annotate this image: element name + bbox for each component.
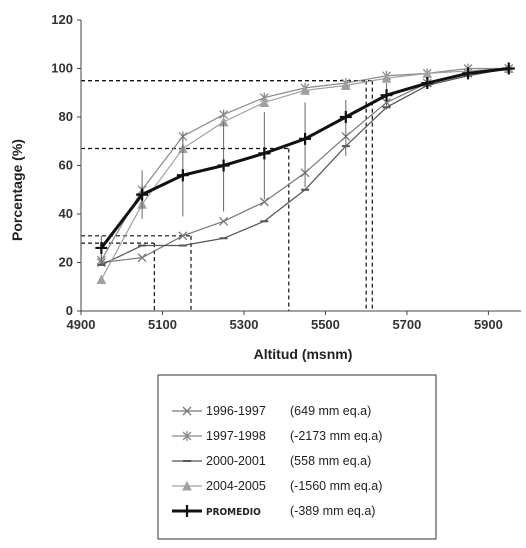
data-point: [219, 216, 229, 226]
legend-item: 1997-1998 (-2173 mm eq.a): [172, 429, 382, 443]
data-point: [299, 132, 312, 145]
data-point: [96, 274, 107, 284]
x-tick-label: 5500: [311, 317, 340, 332]
legend-label: 1996-1997: [206, 404, 266, 418]
x-tick-label: 5700: [392, 317, 421, 332]
y-tick-label: 0: [66, 303, 73, 318]
x-tick-label: 4900: [67, 317, 96, 332]
series-PROMEDIO: [95, 62, 515, 265]
data-point: [502, 62, 515, 75]
data-point: [341, 80, 351, 90]
y-tick-label: 40: [59, 206, 73, 221]
y-tick-label: 20: [59, 255, 73, 270]
data-point: [182, 480, 192, 491]
x-tick-label: 5300: [230, 317, 259, 332]
legend-note: (-2173 mm eq.a): [290, 429, 382, 443]
legend-item: PROMEDIO (-389 mm eq.a): [172, 504, 375, 518]
legend-note: (649 mm eq.a): [290, 404, 371, 418]
legend-label: 1997-1998: [206, 429, 266, 443]
data-point: [95, 241, 108, 254]
axes: [77, 19, 521, 315]
data-point: [181, 505, 193, 517]
legend-item: 2004-2005 (-1560 mm eq.a): [172, 479, 382, 493]
data-point: [381, 73, 392, 83]
legend-item: 2000-2001 (558 mm eq.a): [172, 454, 371, 468]
legend-note: (558 mm eq.a): [290, 454, 371, 468]
data-point: [178, 231, 188, 241]
data-point: [176, 169, 189, 182]
series-2004-2005: [96, 63, 514, 284]
legend-label: 2004-2005: [206, 479, 266, 493]
data-point: [259, 197, 269, 207]
x-tick-label: 5900: [474, 317, 503, 332]
legend-note: (-389 mm eq.a): [290, 504, 375, 518]
legend-item: 1996-1997 (649 mm eq.a): [172, 404, 371, 418]
series-layer: [95, 62, 515, 284]
data-point: [339, 111, 352, 123]
data-point: [462, 67, 475, 80]
data-point: [380, 89, 393, 102]
data-point: [136, 188, 149, 201]
x-tick-label: 5100: [148, 317, 177, 332]
y-tick-label: 60: [59, 158, 73, 173]
y-tick-label: 80: [59, 109, 73, 124]
x-axis-title: Altitud (msnm): [254, 346, 353, 362]
data-point: [217, 159, 230, 172]
y-axis-title: Porcentage (%): [9, 139, 25, 241]
data-point: [182, 431, 192, 441]
tick-labels: 0 20 40 60 80 100 120 4900 5100 5300 5500 5700 5900: [51, 12, 503, 332]
y-tick-label: 120: [51, 12, 73, 27]
y-tick-label: 100: [51, 61, 73, 76]
data-point: [258, 147, 271, 160]
legend-note: (-1560 mm eq.a): [290, 479, 382, 493]
data-point: [137, 253, 147, 263]
legend-label: PROMEDIO: [206, 507, 261, 518]
legend: 1996-1997 (649 mm eq.a) 1997-1998 (-2173 mm…: [157, 374, 437, 540]
legend-box: [157, 374, 437, 540]
data-point: [300, 85, 310, 95]
data-point: [259, 97, 270, 107]
data-point: [421, 77, 434, 90]
legend-label: 2000-2001: [206, 454, 266, 468]
reference-lines: [81, 80, 373, 311]
data-point: [182, 406, 192, 416]
